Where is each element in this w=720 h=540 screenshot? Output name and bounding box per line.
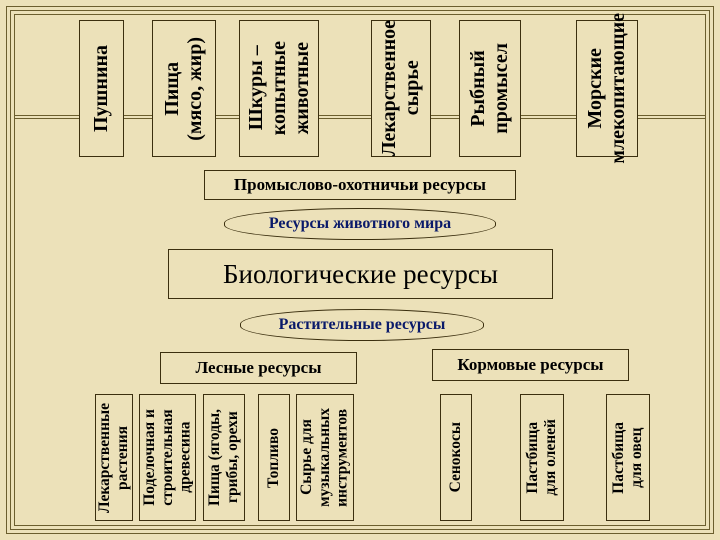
- forage-resources-label: Кормовые ресурсы: [457, 355, 603, 375]
- main-title-label: Биологические ресурсы: [223, 259, 498, 290]
- top-category-label: Рыбный промысел: [467, 43, 513, 134]
- bottom-category-label: Лекарственные растения: [96, 403, 132, 513]
- bottom-category-label: Сырье для музыкальных инструментов: [298, 408, 351, 507]
- top-category-box: Рыбный промысел: [459, 20, 521, 157]
- bottom-category-label: Пастбища для овец: [610, 422, 646, 494]
- bottom-category-label: Поделочная и строительная древесина: [141, 409, 194, 506]
- bottom-category-box: Поделочная и строительная древесина: [139, 394, 196, 521]
- bottom-category-label: Пища (ягоды, грибы, орехи: [206, 409, 242, 506]
- top-category-box: Пища (мясо, жир): [152, 20, 216, 157]
- main-title-box: Биологические ресурсы: [168, 249, 553, 299]
- top-category-label: Шкуры – копытные животные: [245, 41, 314, 135]
- top-category-box: Пушнина: [79, 20, 124, 157]
- bottom-category-label: Сенокосы: [447, 422, 465, 492]
- top-category-box: Морские млекопитающие: [576, 20, 638, 157]
- bottom-category-box: Лекарственные растения: [95, 394, 133, 521]
- plant-resources-ellipse: Растительные ресурсы: [240, 309, 484, 341]
- hunting-resources-box: Промыслово-охотничьи ресурсы: [204, 170, 516, 200]
- bottom-category-box: Пища (ягоды, грибы, орехи: [203, 394, 245, 521]
- bottom-category-box: Сырье для музыкальных инструментов: [296, 394, 354, 521]
- top-category-label: Пушнина: [90, 45, 113, 132]
- forest-resources-label: Лесные ресурсы: [195, 358, 321, 378]
- bottom-category-label: Топливо: [265, 428, 283, 488]
- top-category-label: Морские млекопитающие: [584, 13, 630, 164]
- top-category-box: Лекарственное сырье: [371, 20, 431, 157]
- diagram-stage: Пушнина Пища (мясо, жир) Шкуры – копытные …: [0, 0, 720, 540]
- bottom-category-box: Сенокосы: [440, 394, 472, 521]
- bottom-category-label: Пастбища для оленей: [524, 419, 560, 496]
- top-category-label: Пища (мясо, жир): [161, 37, 207, 141]
- hunting-resources-label: Промыслово-охотничьи ресурсы: [234, 175, 486, 195]
- plant-resources-label: Растительные ресурсы: [279, 316, 446, 334]
- bottom-category-box: Пастбища для оленей: [520, 394, 564, 521]
- forage-resources-box: Кормовые ресурсы: [432, 349, 629, 381]
- top-category-box: Шкуры – копытные животные: [239, 20, 319, 157]
- animal-resources-ellipse: Ресурсы животного мира: [224, 208, 496, 240]
- forest-resources-box: Лесные ресурсы: [160, 352, 357, 384]
- bottom-category-box: Топливо: [258, 394, 290, 521]
- animal-resources-label: Ресурсы животного мира: [269, 215, 451, 233]
- top-category-label: Лекарственное сырье: [378, 20, 424, 156]
- bottom-category-box: Пастбища для овец: [606, 394, 650, 521]
